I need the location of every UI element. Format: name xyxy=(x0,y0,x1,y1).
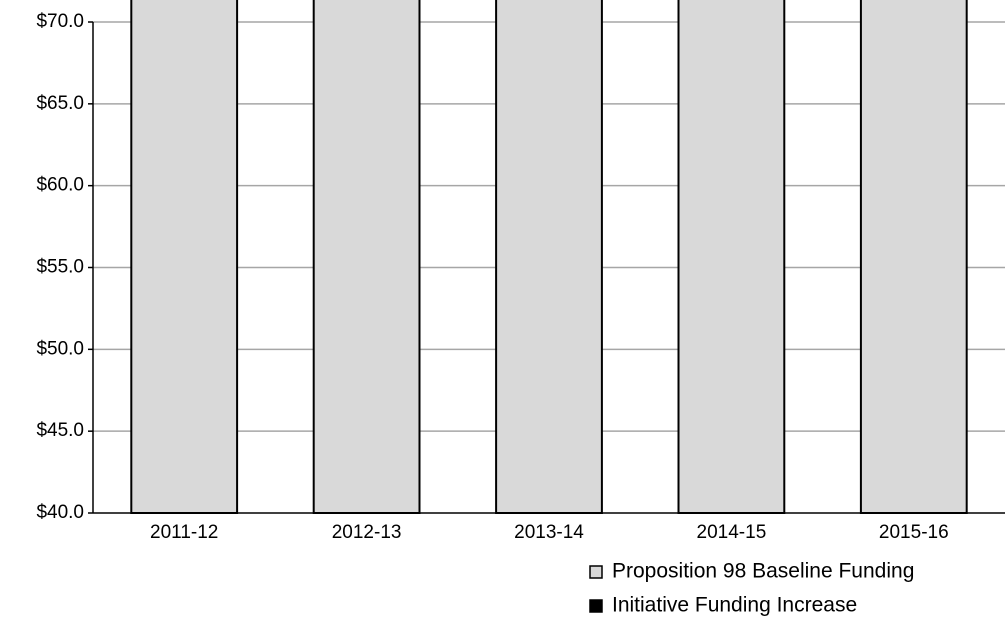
x-tick-label: 2013-14 xyxy=(514,522,584,543)
y-tick-label: $60.0 xyxy=(36,175,84,196)
y-tick-label: $65.0 xyxy=(36,93,84,114)
y-tick-label: $40.0 xyxy=(36,502,84,523)
x-tick-label: 2014-15 xyxy=(697,522,767,543)
x-tick-label: 2011-12 xyxy=(150,522,218,543)
legend-label: Proposition 98 Baseline Funding xyxy=(612,560,914,583)
x-tick-label: 2012-13 xyxy=(332,522,402,543)
y-tick-label: $55.0 xyxy=(36,257,84,278)
y-tick-label: $45.0 xyxy=(36,420,84,441)
bar-segment xyxy=(859,0,968,514)
bar-segment xyxy=(312,0,421,515)
legend-swatch xyxy=(589,565,603,579)
y-tick-label: $70.0 xyxy=(36,11,84,32)
bar-segment xyxy=(495,0,603,514)
x-tick-label: 2015-16 xyxy=(879,522,949,543)
y-tick-label: $50.0 xyxy=(36,338,84,359)
legend-swatch xyxy=(589,599,603,613)
bar-segment xyxy=(677,0,786,514)
bar-segment xyxy=(130,0,239,514)
legend-label: Initiative Funding Increase xyxy=(612,594,857,617)
